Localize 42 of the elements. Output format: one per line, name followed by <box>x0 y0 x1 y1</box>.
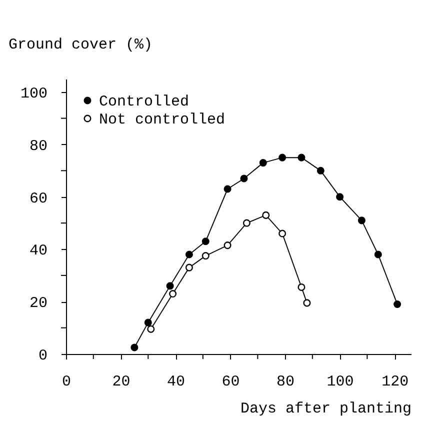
x-tick-label: 100 <box>326 374 354 390</box>
point <box>278 230 286 238</box>
y-axis-title: Ground cover (%) <box>8 36 153 54</box>
point <box>298 283 306 291</box>
point <box>169 290 177 298</box>
point <box>240 174 248 182</box>
point <box>259 159 267 167</box>
point <box>336 193 344 201</box>
point <box>242 219 250 227</box>
x-tick-label: 0 <box>62 374 72 390</box>
point <box>394 300 402 308</box>
x-tick-label: 80 <box>276 374 295 390</box>
legend-label: Not controlled <box>99 112 226 128</box>
x-tick-label: 40 <box>167 374 186 390</box>
point <box>278 154 286 162</box>
point <box>130 344 138 352</box>
point <box>202 252 210 260</box>
legend-label: Controlled <box>99 94 190 110</box>
point <box>185 250 193 258</box>
x-tick-label: 20 <box>112 374 130 390</box>
point <box>147 325 155 333</box>
point <box>185 264 193 272</box>
y-tick-label: 60 <box>29 190 48 208</box>
point <box>166 282 174 290</box>
x-tick-label: 120 <box>382 374 409 390</box>
x-tick-label: 60 <box>222 374 240 390</box>
point <box>202 238 210 246</box>
point <box>224 242 232 250</box>
point <box>374 250 382 258</box>
y-tick-label: 40 <box>29 242 48 260</box>
y-tick-label: 20 <box>29 295 48 312</box>
point <box>262 211 270 219</box>
y-tick-label: 0 <box>38 348 48 364</box>
point <box>316 166 324 174</box>
y-tick-label: 100 <box>20 86 48 103</box>
point <box>358 216 366 224</box>
x-axis-title: Days after planting <box>240 400 412 418</box>
y-tick-label: 80 <box>29 138 48 155</box>
point <box>298 154 306 162</box>
point <box>224 185 232 193</box>
point <box>144 318 152 326</box>
point <box>303 299 311 307</box>
